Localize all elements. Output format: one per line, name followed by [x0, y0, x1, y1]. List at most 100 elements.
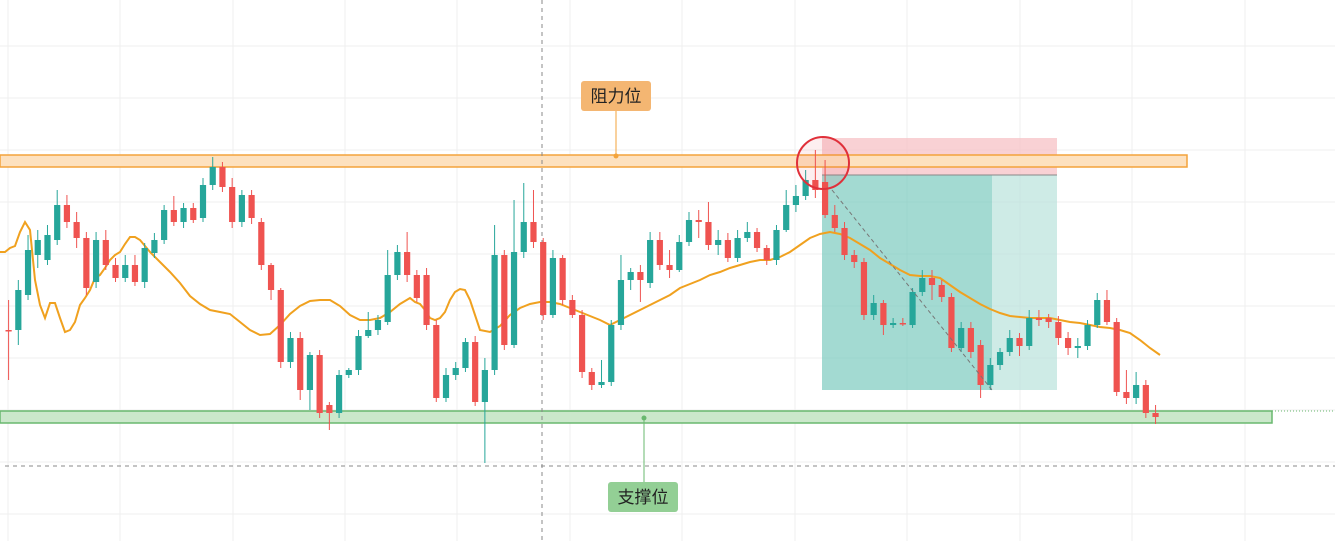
candle-body — [472, 342, 479, 402]
candle-body — [695, 220, 702, 222]
candle-body — [928, 278, 936, 285]
candle-body — [627, 272, 634, 280]
resistance-tag-box[interactable] — [581, 81, 651, 111]
candle — [569, 295, 576, 318]
candle-body — [1084, 325, 1091, 346]
candle-body — [821, 182, 829, 215]
candle — [1064, 332, 1072, 355]
candle-body — [987, 365, 994, 385]
candle — [287, 332, 294, 368]
candle-body — [530, 222, 537, 242]
candle — [1006, 330, 1013, 356]
resistance-tag[interactable]: 阻力位 — [581, 81, 651, 159]
candle-body — [501, 255, 508, 345]
candle-body — [34, 240, 41, 255]
candle — [63, 195, 71, 228]
candle-body — [335, 375, 343, 413]
candle — [190, 203, 197, 223]
candle-body — [753, 232, 761, 248]
candle — [851, 250, 858, 268]
candle-body — [248, 195, 255, 218]
take-profit-zone — [822, 175, 992, 390]
candle — [783, 190, 790, 232]
candle-body — [481, 370, 488, 402]
candle — [335, 370, 343, 418]
candle-body — [267, 265, 275, 290]
candle — [510, 200, 518, 348]
candle-body — [326, 405, 333, 413]
candle — [374, 315, 382, 335]
candle — [1152, 405, 1159, 424]
candle — [996, 348, 1004, 370]
candle-body — [598, 382, 605, 385]
candle — [987, 358, 994, 390]
candle-body — [229, 187, 236, 222]
candle-body — [384, 275, 391, 322]
candle — [54, 190, 61, 245]
candle — [899, 318, 906, 326]
candle — [433, 320, 440, 402]
candle — [588, 368, 595, 390]
candle-body — [452, 368, 459, 375]
candle — [627, 268, 634, 290]
candle-body — [948, 297, 955, 348]
support-anchor-dot — [641, 415, 647, 421]
candle-body — [24, 250, 32, 295]
candle — [812, 150, 819, 198]
candle — [909, 288, 916, 328]
candle-body — [1123, 392, 1130, 398]
candle — [491, 225, 498, 375]
candle — [617, 255, 625, 330]
candle-body — [734, 238, 741, 258]
candle-body — [44, 235, 51, 260]
candle-body — [510, 252, 518, 345]
candle — [92, 232, 100, 288]
candle — [423, 268, 430, 330]
candle — [578, 310, 586, 378]
support-tag-box[interactable] — [608, 482, 678, 512]
candle-body — [880, 303, 887, 325]
candle-body — [656, 240, 663, 265]
candle-body — [909, 292, 916, 325]
candle — [73, 212, 80, 248]
candle-body — [355, 336, 362, 370]
candle-body — [15, 290, 22, 330]
candle — [102, 230, 109, 270]
candle-body — [258, 222, 265, 265]
candle-body — [1152, 413, 1159, 417]
candle-body — [763, 248, 770, 260]
candle — [326, 402, 333, 430]
candle-body — [588, 372, 595, 385]
candle — [219, 162, 226, 192]
candle — [559, 255, 566, 305]
candle-body — [666, 265, 673, 270]
candle-body — [442, 375, 450, 398]
candle — [724, 233, 731, 262]
candle — [404, 232, 411, 282]
candle-body — [812, 180, 819, 190]
candle-body — [967, 328, 974, 352]
candle — [394, 245, 401, 280]
candle — [977, 340, 984, 398]
candle-body — [345, 370, 352, 375]
candle — [715, 230, 722, 255]
candle — [734, 230, 741, 262]
candle-body — [1074, 346, 1081, 348]
support-tag[interactable]: 支撑位 — [608, 415, 678, 513]
candle — [151, 233, 158, 258]
candle-body — [199, 185, 207, 218]
candle — [744, 222, 751, 242]
candle — [209, 157, 216, 190]
candle-body — [404, 252, 411, 275]
candle-body — [792, 196, 800, 205]
candle — [1103, 290, 1111, 325]
candle — [83, 232, 90, 295]
candle — [656, 232, 663, 270]
candle-body — [559, 258, 566, 300]
candle — [676, 235, 683, 272]
candle-body — [1055, 322, 1062, 338]
candle — [1133, 372, 1140, 404]
candle-body — [1094, 300, 1101, 325]
resistance-anchor-dot — [613, 153, 619, 159]
